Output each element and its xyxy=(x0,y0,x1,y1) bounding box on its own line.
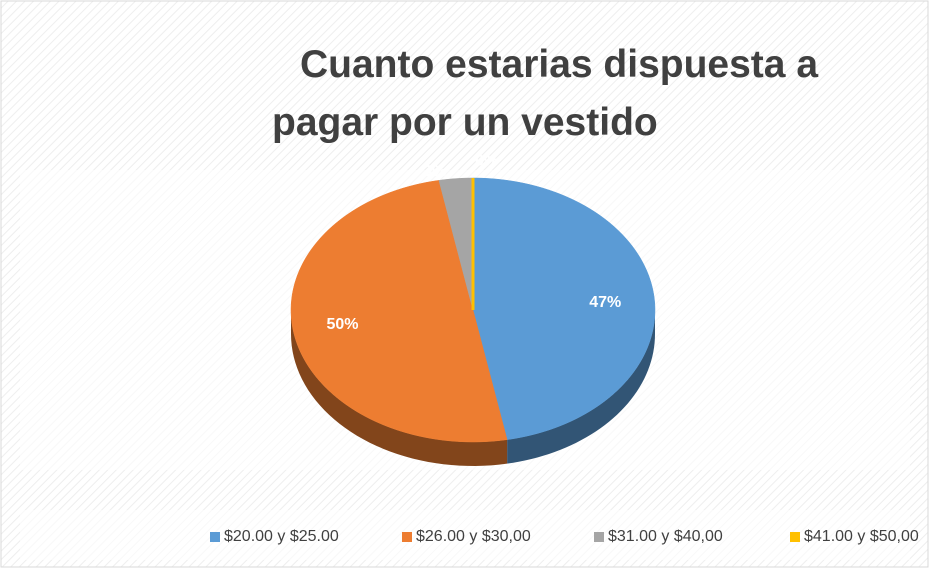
data-label: 0% xyxy=(475,153,498,170)
data-label: 3% xyxy=(423,163,446,180)
legend-label: $20.00 y $25.00 xyxy=(224,528,339,545)
legend-label: $26.00 y $30,00 xyxy=(416,528,531,545)
pie-slice xyxy=(290,180,508,443)
legend-label: $41.00 y $50,00 xyxy=(804,528,919,545)
data-label: 47% xyxy=(589,294,621,311)
legend-swatch xyxy=(594,532,604,542)
pie-side xyxy=(507,310,655,464)
pie-slice xyxy=(438,177,474,311)
data-label: 50% xyxy=(326,316,358,333)
legend-label: $31.00 y $40,00 xyxy=(608,528,723,545)
legend-area xyxy=(20,510,910,560)
pie-slice xyxy=(472,177,656,440)
chart-title: Cuanto estarias dispuesta a pagar por un… xyxy=(272,43,819,144)
legend-swatch xyxy=(790,532,800,542)
legend-swatch xyxy=(402,532,412,542)
legend-swatch xyxy=(210,532,220,542)
pie-side xyxy=(291,310,508,466)
